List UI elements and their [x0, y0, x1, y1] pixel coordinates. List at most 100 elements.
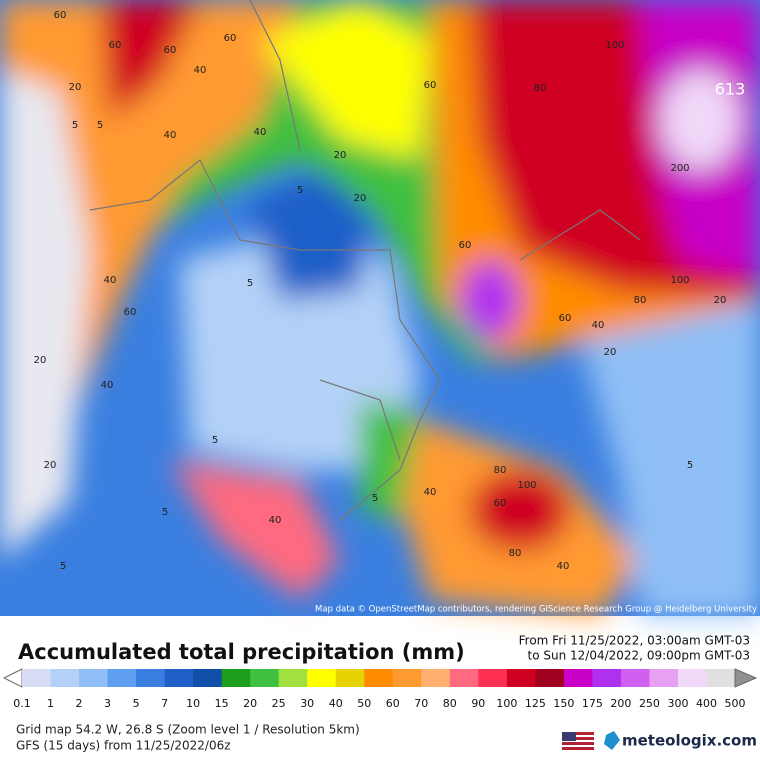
contour-label: 20 — [354, 193, 367, 204]
contour-label: 60 — [224, 33, 237, 44]
colorbar-label: 5 — [133, 697, 140, 710]
contour-label: 20 — [714, 295, 727, 306]
colorbar-swatch — [478, 669, 508, 687]
contour-label: 100 — [670, 275, 689, 286]
colorbar-label: 20 — [243, 697, 257, 710]
contour-label: 60 — [494, 498, 507, 509]
contour-label: 5 — [212, 435, 218, 446]
contour-label: 40 — [592, 320, 605, 331]
contour-label: 80 — [509, 548, 522, 559]
colorbar-label: 30 — [300, 697, 314, 710]
contour-label: 5 — [297, 185, 303, 196]
colorbar-swatch — [250, 669, 280, 687]
contour-label: 5 — [162, 507, 168, 518]
contour-label: 20 — [44, 460, 57, 471]
colorbar-label: 0.1 — [13, 697, 31, 710]
colorbar-label: 150 — [553, 697, 574, 710]
colorbar-swatch — [392, 669, 422, 687]
contour-label: 60 — [124, 307, 137, 318]
brand: meteologix.com — [622, 732, 757, 750]
colorbar-swatch — [506, 669, 536, 687]
colorbar-label: 40 — [329, 697, 343, 710]
contour-label: 40 — [557, 561, 570, 572]
colorbar-swatch — [335, 669, 365, 687]
colorbar-label: 175 — [582, 697, 603, 710]
colorbar-swatch — [620, 669, 650, 687]
contour-label: 60 — [54, 10, 67, 21]
colorbar-swatch — [449, 669, 479, 687]
colorbar-swatch — [164, 669, 194, 687]
colorbar-label: 100 — [496, 697, 517, 710]
colorbar-swatch — [136, 669, 166, 687]
colorbar-swatch — [706, 669, 736, 687]
colorbar-label: 10 — [186, 697, 200, 710]
contour-label: 100 — [605, 40, 624, 51]
contour-label: 20 — [69, 82, 82, 93]
contour-label: 5 — [60, 561, 66, 572]
flag — [562, 732, 594, 750]
colorbar-label: 500 — [725, 697, 746, 710]
contour-label: 200 — [670, 163, 689, 174]
colorbar-label: 90 — [471, 697, 485, 710]
colorbar-swatch — [677, 669, 707, 687]
contour-label: 60 — [164, 45, 177, 56]
contour-label: 80 — [634, 295, 647, 306]
date-from: From Fri 11/25/2022, 03:00am GMT-03 — [519, 634, 750, 648]
logo — [604, 731, 620, 750]
contour-label: 5 — [247, 278, 253, 289]
colorbar-label: 7 — [161, 697, 168, 710]
contour-label: 60 — [459, 240, 472, 251]
colorbar-swatch — [79, 669, 109, 687]
contour-label: 613 — [715, 80, 746, 99]
contour-label: 20 — [34, 355, 47, 366]
colorbar-swatch — [307, 669, 337, 687]
colorbar-end — [734, 668, 758, 688]
colorbar-label: 70 — [414, 697, 428, 710]
colorbar-label: 2 — [76, 697, 83, 710]
colorbar-label: 1 — [47, 697, 54, 710]
contour-label: 5 — [72, 120, 78, 131]
contour-label: 20 — [334, 150, 347, 161]
colorbar-swatch — [50, 669, 80, 687]
contour-label: 60 — [559, 313, 572, 324]
contour-label: 80 — [494, 465, 507, 476]
contour-label: 5 — [372, 493, 378, 504]
contour-label: 40 — [164, 130, 177, 141]
colorbar-label: 80 — [443, 697, 457, 710]
colorbar-swatch — [649, 669, 679, 687]
contour-label: 40 — [104, 275, 117, 286]
contour-label: 40 — [269, 515, 282, 526]
map — [0, 0, 760, 616]
colorbar-swatch — [278, 669, 308, 687]
contour-label: 40 — [101, 380, 114, 391]
contour-label: 100 — [517, 480, 536, 491]
grid-info: Grid map 54.2 W, 26.8 S (Zoom level 1 / … — [16, 723, 360, 737]
colorbar-start — [2, 668, 23, 688]
colorbar-label: 60 — [386, 697, 400, 710]
colorbar-label: 15 — [215, 697, 229, 710]
contour-label: 40 — [194, 65, 207, 76]
colorbar-label: 3 — [104, 697, 111, 710]
colorbar-label: 25 — [272, 697, 286, 710]
title: Accumulated total precipitation (mm) — [18, 640, 465, 664]
colorbar-swatch — [563, 669, 593, 687]
colorbar-label: 200 — [610, 697, 631, 710]
colorbar-swatch — [535, 669, 565, 687]
colorbar-swatch — [221, 669, 251, 687]
contour-label: 60 — [424, 80, 437, 91]
contour-label: 40 — [254, 127, 267, 138]
colorbar-swatch — [592, 669, 622, 687]
colorbar-swatch — [107, 669, 137, 687]
colorbar-label: 300 — [667, 697, 688, 710]
attribution: Map data © OpenStreetMap contributors, r… — [315, 605, 757, 615]
colorbar-label: 250 — [639, 697, 660, 710]
contour-label: 40 — [424, 487, 437, 498]
contour-label: 20 — [604, 347, 617, 358]
model-info: GFS (15 days) from 11/25/2022/06z — [16, 739, 231, 753]
date-to: to Sun 12/04/2022, 09:00pm GMT-03 — [528, 649, 750, 663]
colorbar-label: 125 — [525, 697, 546, 710]
colorbar-label: 50 — [357, 697, 371, 710]
contour-label: 5 — [687, 460, 693, 471]
